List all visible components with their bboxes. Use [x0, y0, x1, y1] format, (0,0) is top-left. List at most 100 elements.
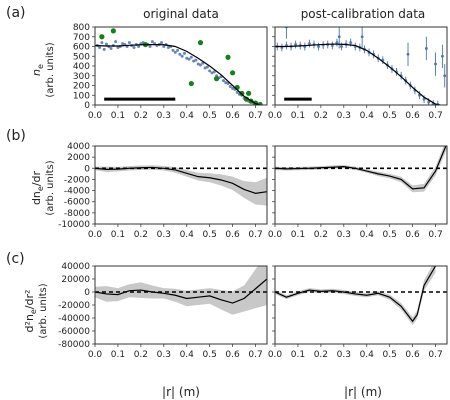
x-tick-label: 0.3 [157, 350, 171, 360]
data-point [109, 46, 113, 50]
x-tick-label: 0.0 [88, 111, 103, 121]
plot-area-b-right [275, 146, 447, 193]
outlier-point [110, 28, 116, 34]
data-point [102, 47, 106, 51]
x-tick-label: 0.7 [428, 350, 442, 360]
outlier-point [225, 54, 231, 60]
x-tick-label: 0.6 [405, 350, 420, 360]
y-tick-label: 2000 [67, 153, 90, 163]
y-tick-label: 600 [73, 43, 90, 53]
y-tick-label: 4000 [67, 142, 90, 152]
data-point [335, 41, 339, 45]
y-tick-label: 200 [73, 82, 90, 92]
data-point [307, 42, 311, 46]
axes-frame [94, 26, 268, 106]
x-tick-label: 0.4 [360, 230, 375, 240]
x-tick-label: 0.6 [225, 230, 240, 240]
fit-line [275, 266, 437, 323]
axes-frame [94, 265, 268, 345]
x-tick-label: 0.4 [180, 350, 195, 360]
ylabel-a-units: (arb. units) [45, 42, 56, 97]
plot-area-a-right [275, 27, 447, 105]
x-tick-label: 0.4 [180, 230, 195, 240]
y-tick-label: 400 [73, 62, 90, 72]
outlier-point [188, 80, 194, 87]
y-tick-label: -20000 [58, 301, 90, 311]
data-point [189, 55, 193, 59]
x-tick-label: 0.6 [225, 350, 240, 360]
data-point [137, 45, 141, 48]
x-tick-label: 0.2 [314, 230, 328, 240]
y-tick-label: 100 [73, 91, 90, 101]
data-point [104, 42, 108, 46]
data-point [116, 45, 120, 49]
x-tick-label: 0.2 [134, 350, 148, 360]
x-tick-label: 0.3 [337, 350, 351, 360]
data-point [196, 62, 200, 66]
x-tick-label: 0.3 [157, 111, 171, 121]
x-tick-label: 0.7 [428, 111, 442, 121]
x-tick-label: 0.7 [248, 350, 262, 360]
x-tick-label: 0.2 [134, 111, 148, 121]
data-point [210, 71, 214, 75]
x-tick-label: 0.5 [383, 230, 397, 240]
y-tick-label: 0 [84, 288, 90, 298]
fit-line [95, 278, 267, 304]
xlabel-right: |r| (m) [344, 385, 382, 399]
x-tick-label: 0.5 [203, 230, 217, 240]
y-tick-label: -10000 [58, 220, 90, 230]
y-tick-label: 0 [84, 164, 90, 174]
ylabel-b-main: dne/dr [30, 170, 45, 205]
y-tick-label: -2000 [64, 175, 90, 185]
plot-area-c-right [275, 266, 447, 326]
data-point [427, 100, 431, 104]
uncertainty-band [275, 266, 436, 326]
ylabel-b-units: (arb. units) [45, 160, 56, 215]
y-tick-label: -80000 [58, 340, 90, 350]
fit-line [95, 166, 267, 194]
data-point [198, 63, 202, 67]
x-tick-label: 0.6 [405, 230, 420, 240]
outlier-point [99, 34, 105, 40]
row-label-b: (b) [6, 128, 26, 144]
axes-frame [274, 265, 448, 345]
data-point [337, 35, 341, 39]
x-tick-label: 0.2 [134, 230, 148, 240]
x-tick-label: 0.2 [314, 111, 328, 121]
data-point [208, 69, 212, 73]
uncertainty-band [95, 266, 267, 315]
x-tick-label: 0.4 [180, 111, 195, 121]
y-tick-label: 300 [73, 72, 90, 82]
data-point [443, 74, 447, 78]
y-tick-label: -6000 [64, 198, 90, 208]
x-tick-label: 0.0 [268, 350, 283, 360]
data-point [98, 45, 102, 49]
x-tick-label: 0.5 [203, 111, 217, 121]
y-tick-label: 40000 [61, 262, 90, 272]
y-tick-label: 700 [73, 33, 90, 43]
data-point [166, 45, 170, 49]
x-tick-label: 0.1 [291, 230, 305, 240]
axes-frame [274, 26, 448, 106]
data-point [192, 59, 196, 63]
panel-c-left: -80000 -60000 -40000 -20000 0 20000 40000 0.0 0.… [58, 262, 268, 360]
data-point [224, 81, 228, 85]
data-point [349, 41, 353, 45]
data-point [182, 51, 186, 55]
ylabel-a-main: ne [30, 64, 45, 76]
data-point [150, 40, 154, 44]
outlier-point [213, 76, 220, 82]
column-title-original: original data [143, 7, 219, 21]
data-point [203, 66, 207, 70]
data-point [148, 45, 152, 48]
x-tick-label: 0.5 [203, 350, 217, 360]
data-point [173, 50, 177, 54]
data-point [406, 52, 410, 56]
x-tick-label: 0.1 [111, 230, 125, 240]
outlier-point [197, 40, 204, 46]
data-point [330, 44, 334, 48]
ylabel-c-units: (arb. units) [38, 283, 49, 338]
x-tick-label: 0.1 [111, 111, 125, 121]
